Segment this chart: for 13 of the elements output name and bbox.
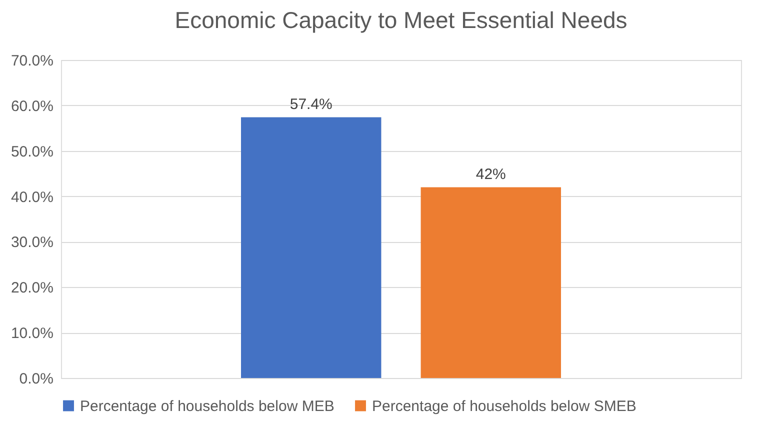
y-tick-label: 10.0% (10, 325, 54, 342)
legend-label: Percentage of households below MEB (80, 398, 334, 415)
y-tick-label: 60.0% (10, 98, 54, 115)
y-tick-label: 40.0% (10, 188, 54, 206)
y-tick-label: 70.0% (10, 52, 54, 70)
data-label: 57.4% (290, 96, 332, 114)
y-tick-label: 20.0% (10, 280, 54, 297)
legend-label: Percentage of households below SMEB (372, 398, 636, 415)
y-tick-label: 50.0% (10, 143, 54, 160)
y-tick-label: 0.0% (19, 370, 54, 388)
chart-title: Economic Capacity to Meet Essential Needs (174, 7, 628, 33)
data-label: 42% (476, 166, 506, 184)
y-tick-label: 30.0% (10, 234, 54, 252)
